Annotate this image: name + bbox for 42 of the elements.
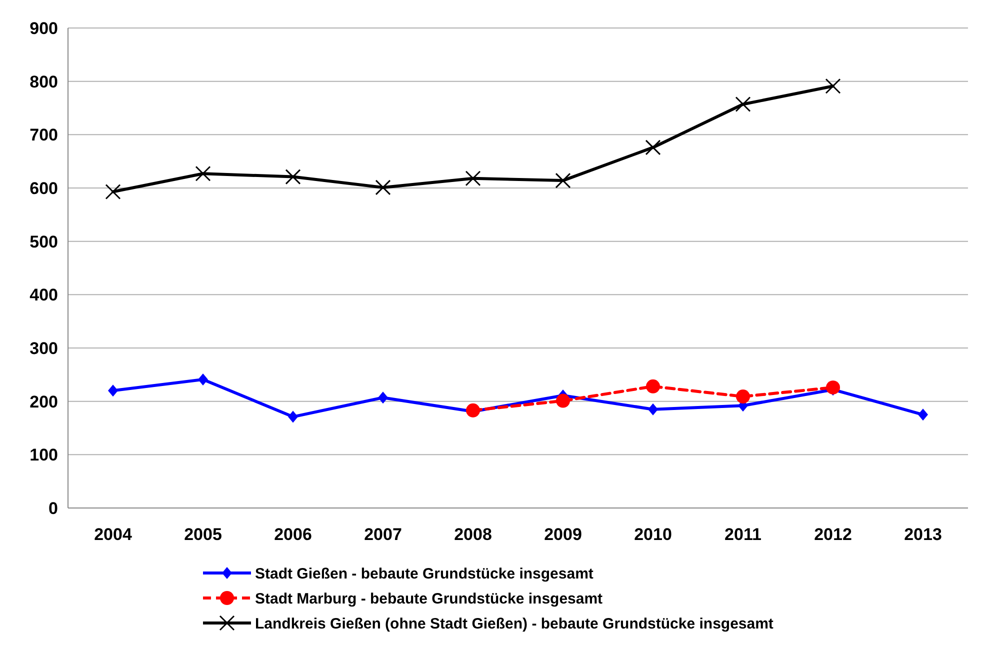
point bbox=[465, 170, 481, 186]
point bbox=[646, 379, 660, 394]
legend-label: Landkreis Gießen (ohne Stadt Gießen) - bebaute Grundstücke insgesamt bbox=[255, 615, 774, 632]
point bbox=[736, 390, 750, 404]
point bbox=[645, 140, 661, 156]
x-tick-label: 2010 bbox=[634, 525, 672, 544]
point bbox=[555, 172, 571, 188]
y-tick-label: 300 bbox=[30, 338, 58, 358]
x-tick-label: 2007 bbox=[364, 525, 402, 544]
y-tick-label: 800 bbox=[30, 72, 58, 92]
x-tick-label: 2008 bbox=[454, 525, 492, 544]
x-tick-label: 2011 bbox=[724, 525, 762, 544]
legend-label: Stadt Gießen - bebaute Grundstücke insgesamt bbox=[255, 565, 594, 582]
point bbox=[648, 403, 658, 416]
point bbox=[288, 410, 298, 423]
point bbox=[825, 78, 841, 94]
y-tick-label: 200 bbox=[30, 392, 58, 412]
y-tick-label: 100 bbox=[30, 446, 58, 465]
y-tick-label: 0 bbox=[48, 498, 58, 518]
point bbox=[285, 169, 301, 185]
point bbox=[918, 408, 928, 421]
y-tick-label: 700 bbox=[30, 126, 58, 145]
x-tick-label: 2005 bbox=[184, 525, 222, 544]
y-tick-label: 500 bbox=[30, 232, 58, 252]
point bbox=[735, 96, 751, 112]
legend-label: Stadt Marburg - bebaute Grundstücke insgesamt bbox=[255, 590, 603, 608]
x-tick-label: 2006 bbox=[274, 525, 312, 544]
y-tick-label: 400 bbox=[30, 286, 58, 305]
x-tick-label: 2012 bbox=[814, 525, 852, 544]
point bbox=[375, 180, 391, 196]
point bbox=[108, 384, 118, 397]
x-tick-label: 2009 bbox=[544, 525, 582, 544]
point bbox=[556, 394, 570, 408]
x-tick-label: 2013 bbox=[904, 525, 942, 544]
point bbox=[378, 392, 388, 404]
x-tick-label: 2004 bbox=[94, 525, 132, 544]
y-tick-label: 900 bbox=[30, 18, 58, 38]
point bbox=[105, 184, 121, 200]
point bbox=[198, 373, 208, 386]
y-tick-label: 600 bbox=[30, 178, 58, 198]
point bbox=[195, 166, 211, 182]
point bbox=[826, 380, 840, 394]
